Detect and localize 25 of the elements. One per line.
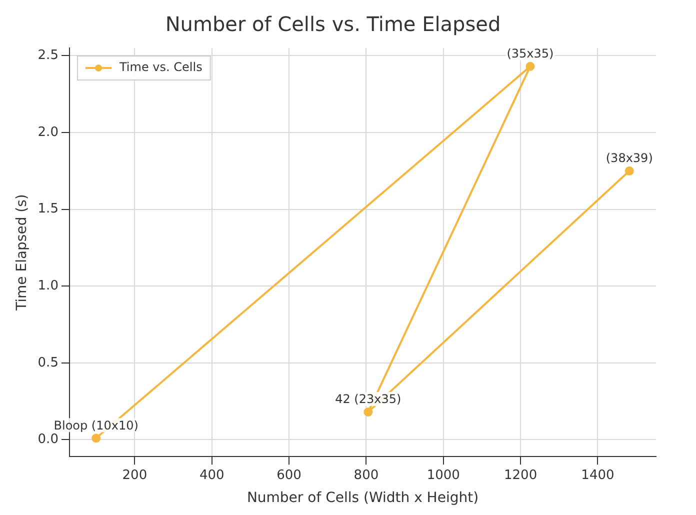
annotation: (38x39)	[606, 151, 653, 166]
point	[624, 166, 634, 176]
point	[526, 62, 535, 71]
y-axis-title: Time Elapsed (s)	[14, 194, 30, 312]
x-tick-label: 1400	[581, 468, 614, 483]
chart-title: Number of Cells vs. Time Elapsed	[165, 12, 501, 36]
x-axis-title: Number of Cells (Width x Height)	[246, 490, 479, 506]
x-tick-label: 400	[199, 468, 224, 483]
x-tick-label: 1000	[426, 468, 460, 483]
x-tick-label: 800	[354, 468, 379, 483]
x-tick-label: 600	[276, 468, 302, 483]
annotation: 42 (23x35)	[335, 392, 402, 406]
y-tick-label: 0.5	[38, 355, 58, 370]
y-tick-label: 1.5	[38, 202, 58, 217]
y-tick-label: 1.0	[38, 278, 58, 294]
annotation: (35x35)	[506, 46, 554, 61]
x-tick-label: 200	[122, 468, 148, 483]
legend-label: Time vs. Cells	[118, 60, 202, 74]
annotation: Bloop (10x10)	[54, 418, 138, 432]
point	[364, 408, 373, 417]
y-tick-label: 0.0	[38, 432, 58, 448]
y-tick-label: 2.5	[38, 48, 58, 64]
y-tick-label: 2.0	[38, 124, 58, 140]
x-tick-label: 1200	[504, 468, 538, 483]
point	[92, 434, 101, 443]
